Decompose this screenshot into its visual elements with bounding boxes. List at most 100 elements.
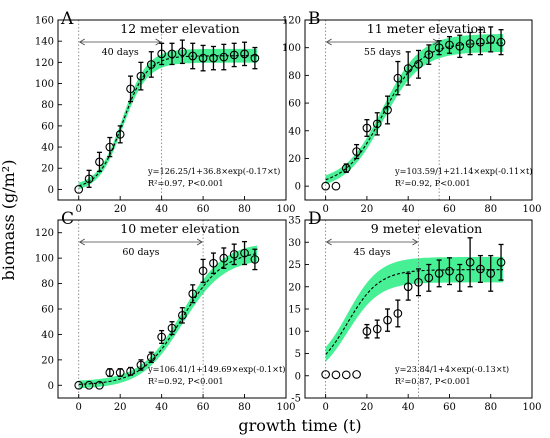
panel-c-data-point (115, 368, 125, 377)
panel-a-data-point (105, 142, 115, 152)
panel-d-data-point (383, 315, 392, 325)
panel-a-title: 12 meter elevation (120, 21, 239, 36)
panel-b-data-point (372, 119, 382, 129)
panel-a-data-point (229, 50, 239, 60)
panel-d-x-tick-label: 40 (402, 402, 415, 413)
panel-d-x-tick-label: 0 (322, 402, 328, 413)
panel-c-data-point (188, 289, 198, 299)
panel-b-data-point (403, 64, 413, 73)
panel-b-frame (304, 19, 533, 201)
panel-c-data-point (74, 380, 84, 390)
panel-a-x-tick-label: 0 (76, 204, 82, 215)
panel-a-data-point (198, 53, 208, 63)
panel-a-data-point (188, 51, 198, 61)
panel-d-duration-arrowhead-right (412, 238, 419, 246)
panel-c-x-tick-label: 20 (114, 402, 127, 413)
panel-c-data-point (250, 255, 260, 264)
panel-a-equation: y=126.25/1+36.8×exp(-0.17×t) (147, 166, 280, 176)
panel-d-data-point (445, 266, 454, 276)
panel-a-x-tick-label: 100 (276, 204, 295, 215)
panel-c-data-point (229, 249, 239, 259)
panel-d-y-tick-label: 20 (288, 282, 301, 293)
panel-d-x-tick-label: 80 (484, 402, 497, 413)
panel-c-y-tick-label: 80 (41, 279, 54, 290)
panel-c-duration-label: 60 days (122, 247, 159, 258)
panel-b-x-tick-label: 0 (322, 204, 328, 215)
panel-c-data-point (95, 380, 104, 390)
panel-c-data-point (209, 258, 218, 268)
panel-a-y-tick-label: 60 (41, 121, 54, 132)
panel-d-y-tick-label: 25 (288, 260, 301, 271)
panel-d-y-tick-label: 15 (288, 305, 301, 316)
panel-b-data-point (321, 181, 330, 191)
panel-a-y-tick-label: 0 (48, 185, 54, 196)
panel-d-x-tick-label: 20 (361, 402, 374, 413)
panel-b-duration-arrowhead-left (325, 38, 332, 46)
panel-b-x-tick-label: 20 (361, 204, 374, 215)
panel-c-y-tick-label: 20 (41, 355, 54, 366)
panel-a-y-tick-label: 120 (35, 58, 54, 69)
panel-b-y-tick-label: 20 (288, 154, 301, 165)
panel-b-data-point (445, 40, 454, 50)
panel-c-y-tick-label: 100 (35, 254, 54, 265)
panel-a-data-point (74, 185, 84, 194)
panel-c-data-point (157, 332, 166, 342)
panel-c-data-point (219, 253, 229, 263)
panel-a-x-tick-label: 60 (197, 204, 210, 215)
panel-b-title: 11 meter elevation (367, 21, 486, 36)
panel-a-duration-label: 40 days (102, 47, 139, 58)
panel-b-data-point (341, 163, 351, 173)
panel-a-stats: R²=0.97, P<0.001 (148, 178, 224, 188)
panel-d-y-tick-label: 35 (288, 216, 301, 227)
panel-b-data-point (414, 59, 423, 69)
panel-a-letter: A (60, 9, 74, 29)
panel-d-group: 45 days 0 20 40 60 80 100 -5 0 5 10 15 20 25 30 35 D 9 me… (288, 209, 541, 413)
panel-c-data-point (178, 311, 187, 320)
panel-b-duration-arrowhead-right (432, 38, 439, 46)
panel-d-title: 9 meter elevation (371, 221, 482, 236)
panel-d-data-point (372, 324, 382, 334)
panel-d-data-point (434, 269, 444, 278)
panel-b-data-point (496, 37, 506, 47)
panel-a-data-point (115, 130, 125, 139)
panel-d-y-tick-label: 0 (295, 371, 301, 382)
panel-c-data-point (146, 352, 156, 362)
panel-d-data-point (341, 370, 351, 380)
panel-d-data-point (352, 370, 361, 379)
panel-c-y-tick-label: 40 (41, 330, 54, 341)
panel-d-fit-line (325, 269, 504, 355)
panel-c-group: 60 days 0 20 40 60 80 100 0 20 40 60 80 100 120 C 10 me… (35, 209, 296, 413)
panel-d-x-tick-label: 100 (522, 402, 541, 413)
panel-c-data-point (198, 266, 208, 276)
panel-b-data-point (424, 50, 434, 59)
panel-c-y-tick-label: 120 (35, 228, 54, 239)
panel-c-data-point (126, 366, 135, 376)
panel-d-data-point (393, 309, 403, 318)
panel-a-duration-arrowhead-right (155, 38, 162, 46)
panel-d-data-point (414, 277, 423, 287)
panel-a-duration-arrowhead-left (78, 38, 85, 46)
panel-b-data-point (383, 105, 392, 115)
panel-b-letter: B (308, 9, 321, 29)
panel-c-x-tick-label: 80 (238, 402, 251, 413)
panel-a-x-tick-label: 20 (114, 204, 127, 215)
panel-a-data-point (240, 49, 249, 59)
panel-d-data-point (465, 257, 475, 267)
panel-a-data-point (84, 174, 94, 184)
panel-c-data-point (167, 323, 177, 333)
panel-d-data-point (455, 273, 465, 283)
panel-b-y-tick-label: 60 (288, 99, 301, 110)
panel-d-y-tick-label: -5 (291, 394, 301, 405)
panel-b-y-tick-label: 120 (282, 16, 301, 27)
panel-b-data-point (362, 123, 372, 133)
panel-c-data-point (84, 380, 94, 390)
panel-d-fit-band (325, 256, 504, 362)
panel-c-duration-arrowhead-right (196, 238, 203, 246)
panel-a-data-point (209, 53, 218, 63)
panel-b-data-point (465, 39, 475, 48)
panel-a-data-point (250, 53, 260, 63)
panel-c-fit-line (78, 253, 258, 385)
panel-c-y-tick-label: 0 (48, 381, 54, 392)
panel-b-group: 55 days 0 20 40 60 80 100 0 20 40 60 80 100 120 B 11 me… (282, 9, 542, 215)
panel-b-data-point (352, 147, 361, 156)
